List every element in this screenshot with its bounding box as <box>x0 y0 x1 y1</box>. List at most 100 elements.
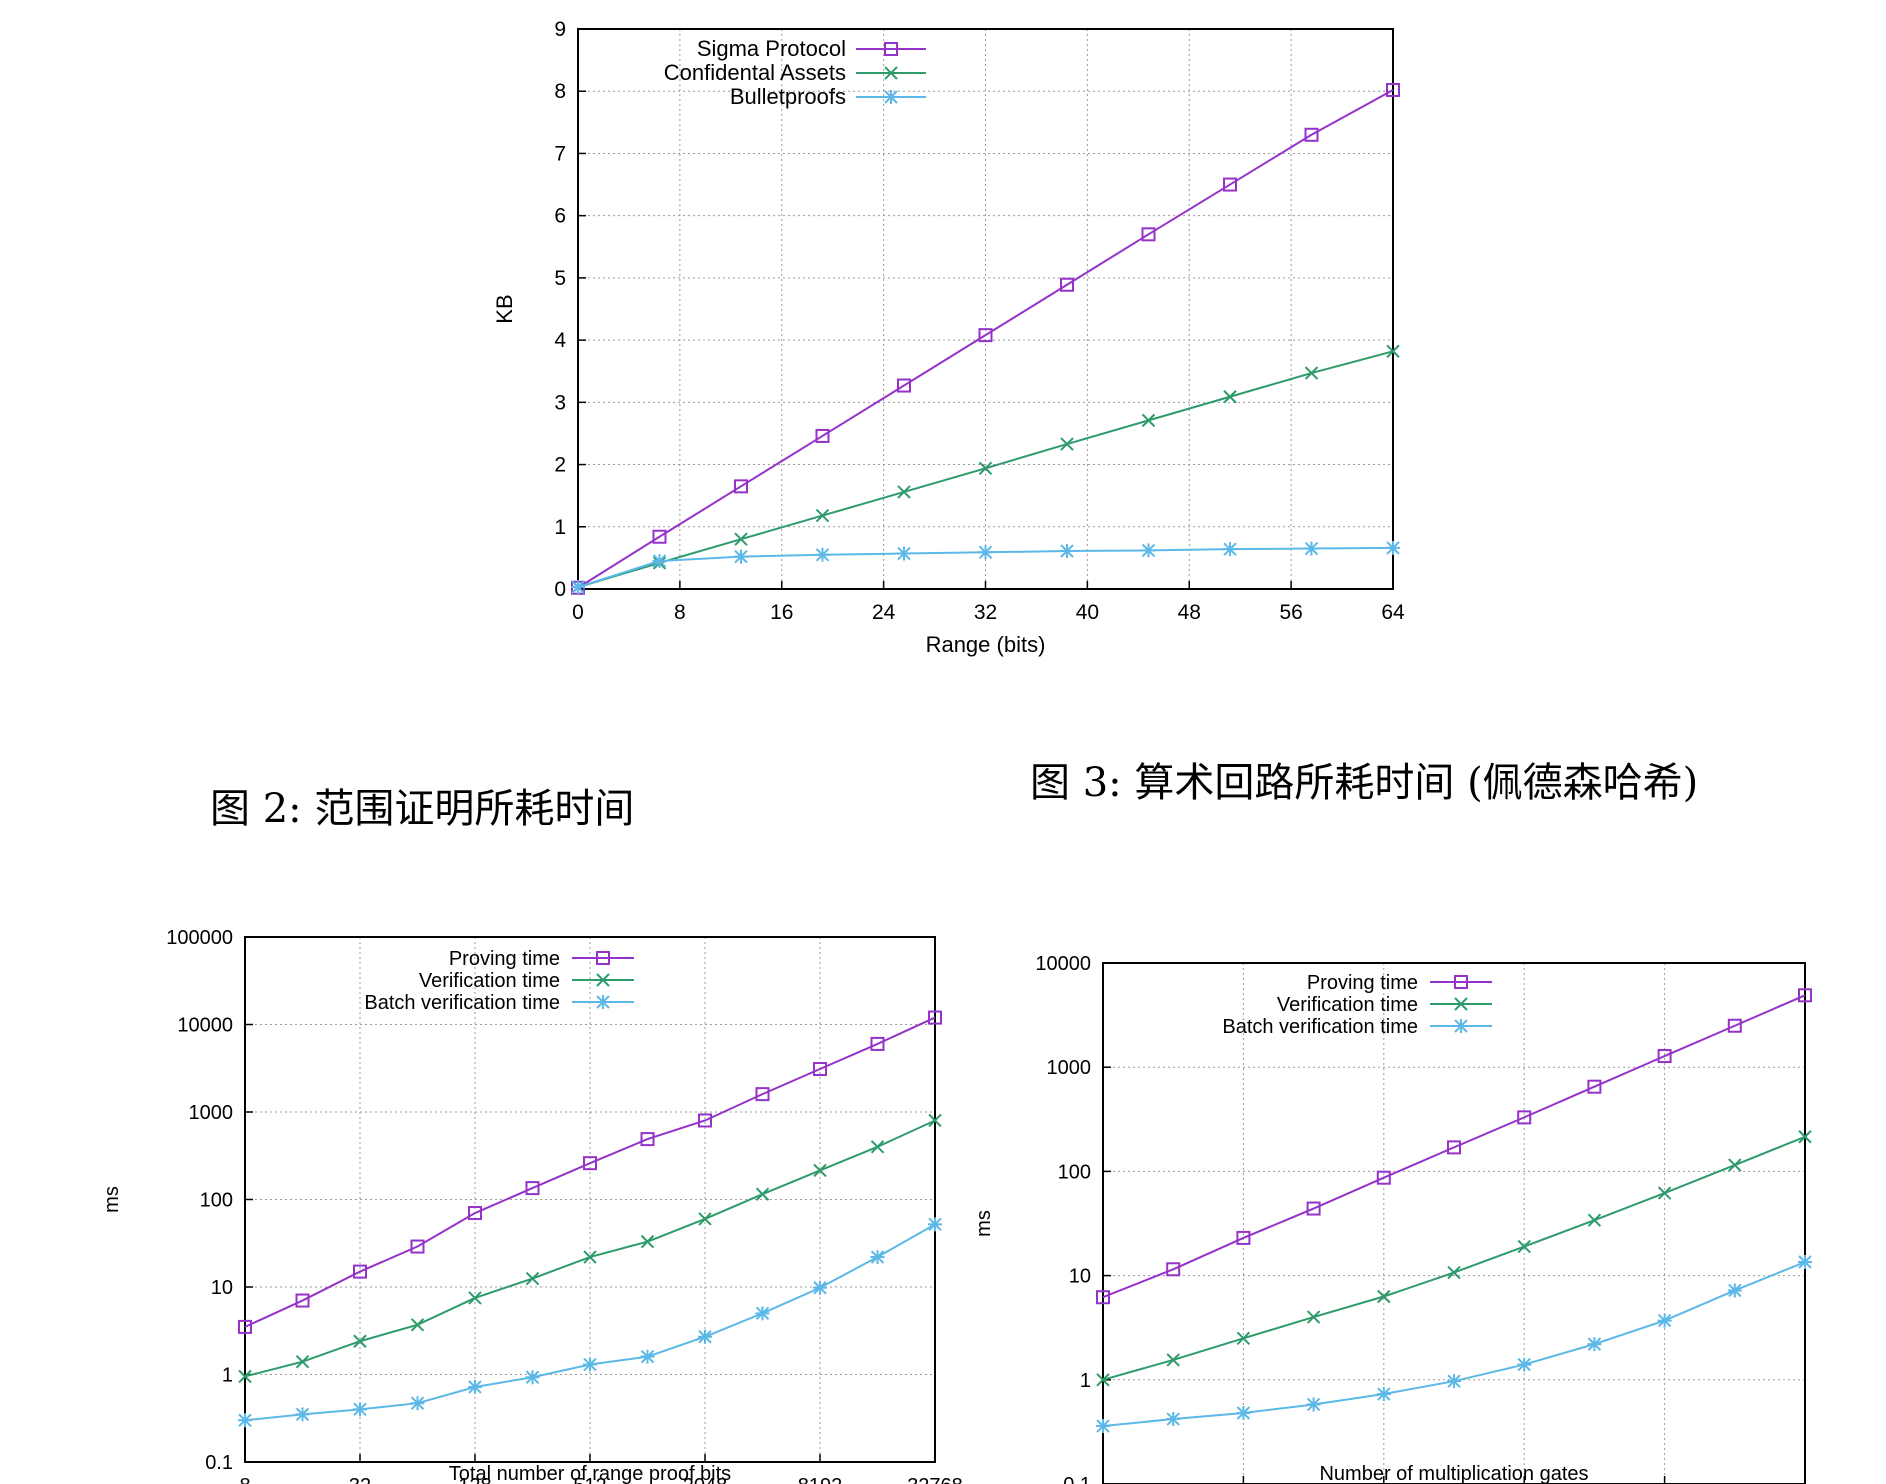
legend-marker <box>596 995 610 1009</box>
data-point <box>1727 1283 1742 1298</box>
legend-marker <box>884 90 898 104</box>
y-tick-label: 5 <box>554 267 566 290</box>
y-tick-label: 10 <box>1069 1266 1091 1288</box>
data-point <box>1798 1130 1812 1144</box>
data-point <box>1236 1406 1251 1421</box>
data-point <box>734 532 748 546</box>
data-point <box>870 1140 885 1154</box>
y-tick-label: 0.1 <box>205 1452 233 1474</box>
x-tick-label: 16 <box>770 601 793 624</box>
x-axis-label: Number of multiplication gates <box>1319 1463 1588 1484</box>
data-point <box>1386 82 1400 97</box>
data-point <box>295 1355 310 1369</box>
y-tick-label: 9 <box>554 18 566 41</box>
data-point <box>1587 1213 1602 1227</box>
x-tick-label: 24 <box>872 601 896 624</box>
legend-label: Bulletproofs <box>730 84 846 109</box>
plot-frame <box>577 28 1394 590</box>
data-point <box>815 547 830 562</box>
data-point <box>1447 1140 1461 1155</box>
data-point <box>583 1357 597 1372</box>
data-point <box>1223 390 1237 404</box>
data-point <box>1096 1290 1110 1305</box>
data-point <box>525 1370 540 1385</box>
y-tick-label: 10 <box>211 1277 233 1299</box>
legend-marker <box>884 66 898 80</box>
x-tick-label: 8 <box>674 601 686 624</box>
y-tick-label: 2 <box>554 454 566 477</box>
data-point <box>1141 227 1156 242</box>
data-point <box>295 1293 310 1308</box>
y-tick-label: 1 <box>1080 1370 1091 1392</box>
data-point <box>813 1163 827 1178</box>
data-point <box>1060 277 1074 292</box>
x-tick-label: 64 <box>1381 601 1405 624</box>
legend-label: Batch verification time <box>364 992 560 1014</box>
data-point <box>1236 1331 1251 1346</box>
data-point <box>571 580 585 595</box>
figure3-caption: 图 3: 算术回路所耗时间 (佩德森哈希) <box>1030 760 1698 806</box>
legend-marker <box>596 951 610 965</box>
x-tick-label: 32768 <box>907 1475 963 1484</box>
data-point <box>468 1206 482 1221</box>
data-point <box>734 479 748 494</box>
data-point <box>755 1087 770 1102</box>
data-point <box>238 1413 252 1428</box>
data-point <box>1386 344 1400 359</box>
legend-marker <box>1454 1019 1468 1033</box>
data-point <box>1657 1049 1672 1064</box>
legend-label: Proving time <box>449 948 560 970</box>
x-tick-label: 0 <box>572 601 584 624</box>
data-point <box>978 328 993 343</box>
series-line <box>244 1016 936 1328</box>
data-point <box>1306 1201 1321 1216</box>
data-point <box>698 1212 712 1226</box>
legend-label: Verification time <box>1277 994 1418 1016</box>
series-line <box>1102 994 1806 1299</box>
data-point <box>978 461 993 475</box>
x-tick-label: 512 <box>573 1475 606 1484</box>
x-tick-label: 32 <box>974 601 997 624</box>
data-point <box>295 1407 310 1422</box>
y-tick-label: 100 <box>1058 1161 1091 1183</box>
data-point <box>410 1318 425 1332</box>
y-tick-label: 8 <box>554 80 566 103</box>
data-point <box>1306 1310 1321 1324</box>
chart-range-proof-time: 8 32 128 512 2048 8192 32768 0.1 1 10 100 1000 10000… <box>101 927 963 1484</box>
data-point <box>813 1062 827 1077</box>
y-tick-label: 10000 <box>1035 953 1091 975</box>
plot-frame <box>1102 962 1806 1484</box>
data-point <box>897 485 911 499</box>
data-point <box>698 1329 712 1344</box>
data-point <box>698 1113 712 1128</box>
data-point <box>1141 413 1156 428</box>
data-point <box>1223 542 1237 557</box>
data-point <box>897 378 911 393</box>
data-point <box>1447 1374 1461 1389</box>
data-point <box>813 1280 827 1295</box>
y-axis-label: ms <box>973 1210 995 1237</box>
x-tick-label: 32 <box>349 1475 371 1484</box>
data-point <box>583 1156 597 1171</box>
data-point <box>1517 1357 1532 1372</box>
legend-label: Batch verification time <box>1222 1016 1418 1038</box>
data-point <box>353 1264 367 1279</box>
data-point <box>897 546 911 561</box>
data-point <box>1304 366 1319 380</box>
y-axis-label: KB <box>492 294 517 323</box>
data-point <box>238 1319 252 1334</box>
y-tick-label: 1 <box>222 1365 233 1387</box>
x-axis-label: Total number of range proof bits <box>449 1463 731 1484</box>
x-axis-label: Range (bits) <box>926 632 1046 657</box>
y-tick-label: 4 <box>554 329 566 352</box>
data-point <box>1166 1353 1180 1367</box>
data-point <box>755 1306 770 1321</box>
data-point <box>652 554 667 568</box>
data-point <box>652 529 667 544</box>
y-tick-label: 10000 <box>177 1015 233 1037</box>
figure2-caption: 图 2: 范围证明所耗时间 <box>210 786 634 832</box>
data-point <box>238 1369 252 1384</box>
data-point <box>353 1334 367 1348</box>
legend-marker <box>1454 997 1468 1011</box>
